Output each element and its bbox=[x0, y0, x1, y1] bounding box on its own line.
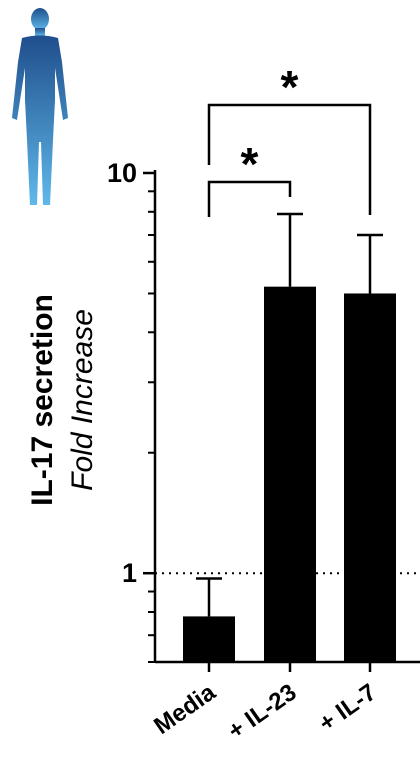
error-bars bbox=[196, 212, 383, 617]
category-label: + IL-7 bbox=[314, 679, 381, 737]
ylabel-sub-text: Fold Increase bbox=[66, 309, 99, 491]
bar bbox=[183, 616, 235, 662]
bar bbox=[344, 293, 396, 662]
x-ticks bbox=[207, 662, 372, 672]
category-labels: Media + IL-23 + IL-7 bbox=[149, 678, 381, 744]
y-axis-title: IL-17 secretion bbox=[26, 294, 59, 506]
y-ticks: 1 10 bbox=[107, 158, 155, 588]
category-label-group: Media bbox=[149, 678, 221, 740]
significance-star: * bbox=[281, 61, 299, 113]
y-tick-label: 10 bbox=[107, 158, 137, 188]
bars bbox=[183, 286, 396, 662]
ylabel-text: IL-17 secretion bbox=[26, 294, 59, 506]
category-label-group: + IL-7 bbox=[314, 679, 381, 737]
category-label-group: + IL-23 bbox=[223, 679, 301, 745]
significance-bracket bbox=[207, 180, 292, 217]
category-label: Media bbox=[149, 678, 221, 740]
y-minor-ticks bbox=[148, 190, 155, 663]
bar bbox=[264, 286, 316, 662]
significance-star: * bbox=[241, 138, 259, 190]
y-axis-subtitle: Fold Increase bbox=[66, 309, 99, 491]
y-tick-label: 1 bbox=[122, 558, 137, 588]
category-label: + IL-23 bbox=[223, 679, 301, 745]
significance-bracket bbox=[207, 103, 372, 215]
human-body-icon bbox=[12, 8, 68, 205]
significance-brackets: ** bbox=[207, 61, 372, 217]
